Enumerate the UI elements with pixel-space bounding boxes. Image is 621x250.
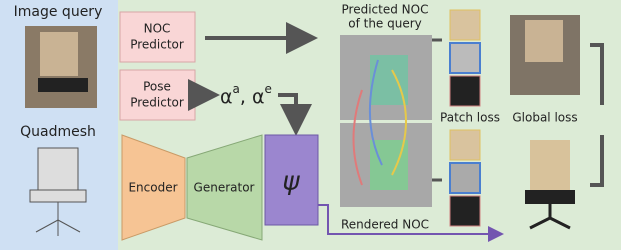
label: Encoder	[128, 181, 177, 195]
label: Patch loss	[440, 111, 500, 125]
diagram: Image query Quadmesh NOC Predictor Pose …	[0, 0, 621, 250]
label: Global loss	[512, 111, 577, 125]
chair-back	[40, 32, 78, 76]
superscript: a	[233, 82, 240, 96]
label: Generator	[194, 181, 255, 195]
pose-params: αa, αe	[220, 82, 272, 108]
label: Rendered NOC	[341, 218, 429, 232]
label: of the query	[348, 17, 422, 31]
chair-seat	[38, 78, 88, 92]
superscript: e	[265, 82, 272, 96]
symbol: , α	[240, 86, 265, 108]
label: Image query	[14, 4, 103, 20]
render-chair-back	[530, 140, 570, 190]
label: Pose	[143, 80, 171, 94]
page: Image query Quadmesh NOC Predictor Pose …	[0, 0, 621, 250]
label: Quadmesh	[20, 124, 96, 140]
chair-back	[525, 20, 563, 62]
label: Predicted NOC	[342, 3, 429, 17]
render-chair-seat	[525, 190, 575, 204]
label: ψ	[282, 167, 300, 197]
label: Predictor	[130, 38, 184, 52]
label: NOC	[144, 22, 171, 36]
label: Predictor	[130, 96, 184, 110]
symbol: α	[220, 86, 233, 108]
